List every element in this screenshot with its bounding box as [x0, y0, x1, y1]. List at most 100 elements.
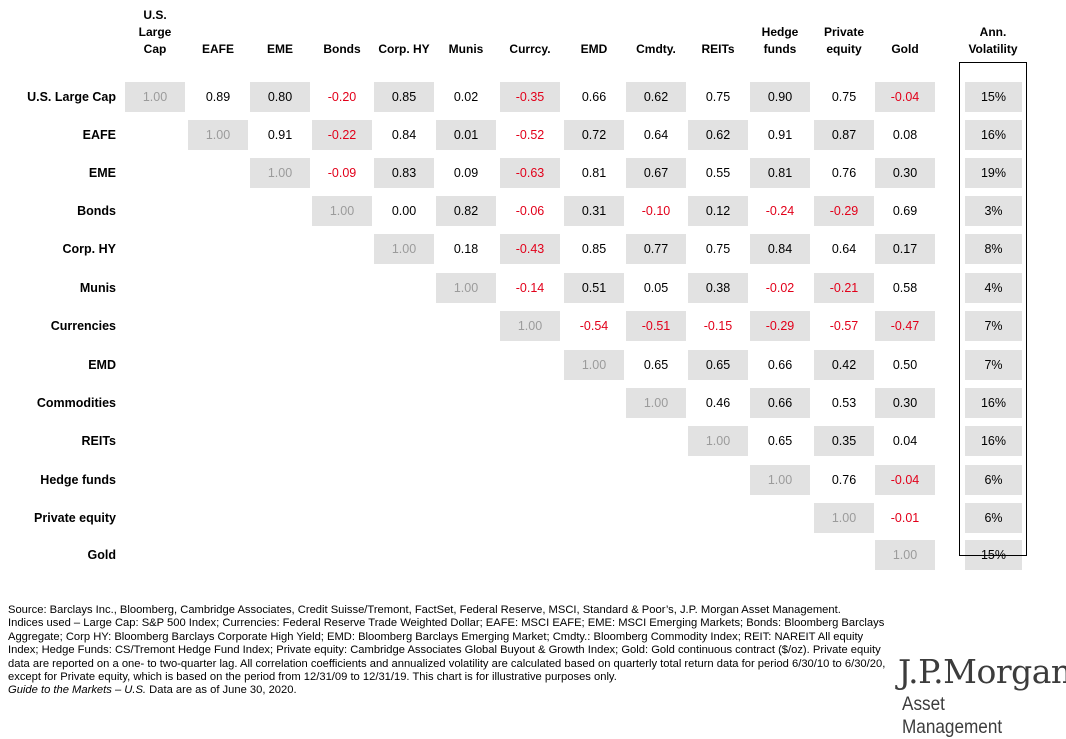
column-header: Currcy.	[509, 42, 551, 56]
correlation-cell: 0.64	[643, 128, 669, 142]
correlation-cell: 0.53	[831, 396, 857, 410]
volatility-cell: 7%	[965, 350, 1022, 380]
correlation-cell: 0.81	[581, 166, 607, 180]
correlation-cell: -0.20	[327, 90, 357, 104]
correlation-cell: 0.75	[705, 90, 731, 104]
correlation-cell: -0.29	[750, 311, 810, 341]
diagonal-cell: 1.00	[125, 82, 185, 112]
diagonal-cell: 1.00	[564, 350, 624, 380]
correlation-cell: 0.80	[250, 82, 310, 112]
correlation-cell: 0.91	[767, 128, 793, 142]
correlation-cell: 0.67	[626, 158, 686, 188]
row-label: EMD	[88, 358, 116, 372]
diagonal-cell: 1.00	[436, 273, 496, 303]
correlation-cell: -0.04	[875, 465, 935, 495]
column-header: EAFE	[201, 42, 234, 56]
row-label: Hedge funds	[40, 473, 116, 487]
correlation-cell: 0.64	[831, 242, 857, 256]
diagonal-cell: 1.00	[312, 196, 372, 226]
guide-title: Guide to the Markets – U.S.	[8, 684, 147, 697]
correlation-cell: 0.76	[831, 473, 857, 487]
volatility-cell: 8%	[965, 234, 1022, 264]
correlation-cell: -0.63	[500, 158, 560, 188]
correlation-cell: 0.75	[831, 90, 857, 104]
volatility-header: Ann. Volatility	[968, 25, 1018, 56]
footnote: Source: Barclays Inc., Bloomberg, Cambri…	[8, 604, 888, 698]
diagonal-cell: 1.00	[626, 388, 686, 418]
volatility-cell: 15%	[965, 82, 1022, 112]
guide-date: Data are as of June 30, 2020.	[146, 684, 297, 697]
column-header: Bonds	[323, 42, 361, 56]
row-label: REITs	[81, 434, 117, 448]
correlation-cell: -0.24	[765, 204, 795, 218]
correlation-cell: -0.14	[515, 281, 545, 295]
correlation-cell: -0.09	[327, 166, 357, 180]
column-header: Corp. HY	[378, 42, 430, 56]
correlation-cell: 0.85	[581, 242, 607, 256]
volatility-box	[959, 62, 1027, 556]
diagonal-cell: 1.00	[250, 158, 310, 188]
correlation-cell: 0.62	[688, 120, 748, 150]
correlation-cell: 0.18	[453, 242, 479, 256]
row-label: U.S. Large Cap	[27, 90, 116, 104]
correlation-cell: 0.35	[814, 426, 874, 456]
column-header: REITs	[701, 42, 735, 56]
correlation-cell: 0.89	[205, 90, 231, 104]
correlation-cell: 0.66	[581, 90, 607, 104]
correlation-cell: 0.62	[626, 82, 686, 112]
diagonal-cell: 1.00	[875, 540, 935, 570]
correlation-cell: 0.31	[564, 196, 624, 226]
footnote-guide: Guide to the Markets – U.S. Data are as …	[8, 684, 888, 697]
correlation-cell: 0.50	[892, 358, 918, 372]
row-label: Gold	[87, 548, 116, 562]
diagonal-cell: 1.00	[814, 503, 874, 533]
correlation-cell: 0.66	[767, 358, 793, 372]
correlation-cell: 0.84	[750, 234, 810, 264]
correlation-cell: 0.38	[688, 273, 748, 303]
correlation-cell: -0.01	[890, 511, 920, 525]
correlation-cell: -0.57	[829, 319, 859, 333]
correlation-cell: 0.46	[705, 396, 731, 410]
correlation-cell: 0.82	[436, 196, 496, 226]
correlation-cell: -0.51	[626, 311, 686, 341]
volatility-cell: 19%	[965, 158, 1022, 188]
column-header: Private equity	[823, 25, 865, 56]
correlation-cell: -0.22	[312, 120, 372, 150]
correlation-cell: 0.42	[814, 350, 874, 380]
correlation-cell: 0.72	[564, 120, 624, 150]
correlation-cell: 0.30	[875, 158, 935, 188]
jpmorgan-logo: J.P.Morgan	[898, 652, 1066, 691]
diagonal-cell: 1.00	[750, 465, 810, 495]
row-label: Munis	[79, 281, 116, 295]
correlation-cell: -0.06	[515, 204, 545, 218]
correlation-cell: 0.05	[643, 281, 669, 295]
correlation-cell: 0.65	[688, 350, 748, 380]
correlation-cell: -0.47	[875, 311, 935, 341]
column-header: Gold	[891, 42, 919, 56]
correlation-cell: -0.29	[814, 196, 874, 226]
correlation-cell: 0.51	[564, 273, 624, 303]
correlation-cell: 0.69	[892, 204, 918, 218]
volatility-cell: 16%	[965, 120, 1022, 150]
column-header: U.S. Large Cap	[138, 8, 172, 56]
footnote-indices: Indices used – Large Cap: S&P 500 Index;…	[8, 617, 886, 684]
correlation-cell: 0.84	[391, 128, 417, 142]
correlation-cell: 0.81	[750, 158, 810, 188]
row-label: Private equity	[34, 511, 116, 525]
correlation-cell: 0.65	[767, 434, 793, 448]
correlation-cell: 0.55	[705, 166, 731, 180]
correlation-cell: 0.77	[626, 234, 686, 264]
correlation-cell: 0.00	[391, 204, 417, 218]
correlation-cell: 0.12	[688, 196, 748, 226]
volatility-cell: 4%	[965, 273, 1022, 303]
correlation-cell: 0.91	[267, 128, 293, 142]
correlation-cell: 0.30	[875, 388, 935, 418]
correlation-cell: 0.04	[892, 434, 918, 448]
correlation-cell: 0.58	[892, 281, 918, 295]
correlation-cell: 0.85	[374, 82, 434, 112]
correlation-cell: 0.01	[436, 120, 496, 150]
column-header: EME	[266, 42, 293, 56]
correlation-cell: -0.54	[579, 319, 609, 333]
row-label: EME	[88, 166, 116, 180]
correlation-cell: 0.75	[705, 242, 731, 256]
